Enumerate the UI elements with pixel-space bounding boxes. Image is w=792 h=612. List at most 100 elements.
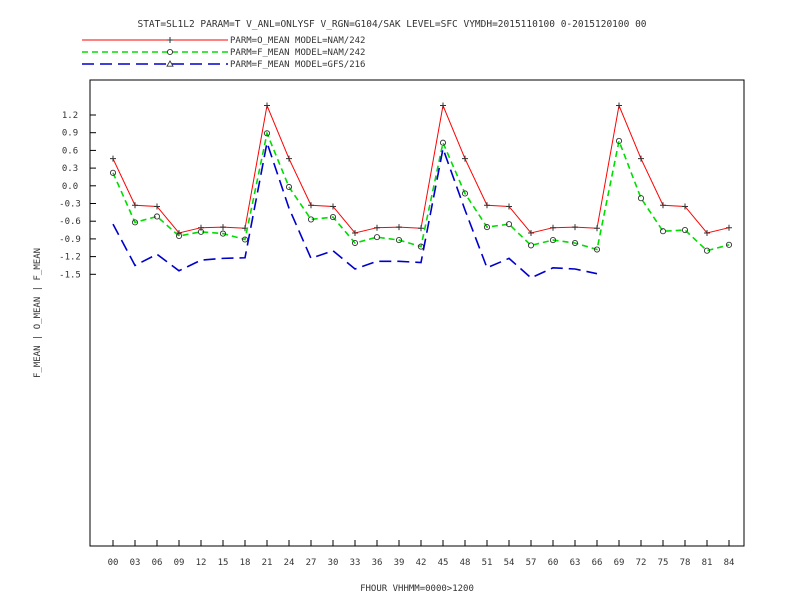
data-point [571, 239, 579, 247]
x-tick-label: 18 [240, 558, 251, 568]
data-point [351, 239, 359, 247]
x-axis-label: FHOUR VHHMM=0000>1200 [360, 584, 474, 594]
data-point [725, 241, 733, 248]
x-tick-label: 69 [614, 558, 625, 568]
x-tick-label: 42 [416, 558, 427, 568]
y-tick-label: 0.6 [62, 146, 78, 156]
y-tick-label: 0.9 [62, 129, 78, 139]
legend-entry: PARM=F_MEAN MODEL=GFS/216 [82, 60, 365, 70]
data-point [395, 237, 403, 244]
data-point [505, 221, 513, 228]
data-point [154, 203, 160, 210]
data-point [527, 242, 535, 249]
data-point [462, 155, 468, 162]
data-point [703, 247, 711, 254]
data-point [308, 202, 314, 209]
series-line [112, 103, 730, 234]
data-point [110, 155, 116, 162]
plot-frame [89, 79, 745, 547]
y-axis: 1.2 0.9 0.6 0.3 0.0 -0.3 -0.6 -0.9 -1.2 -1.5 [59, 111, 96, 280]
data-point [153, 213, 161, 220]
y-tick-label: -1.5 [59, 270, 81, 280]
x-tick-label: 09 [174, 558, 185, 568]
x-tick-label: 78 [680, 558, 691, 568]
y-tick-label: -0.9 [59, 235, 81, 245]
data-point [330, 203, 336, 210]
data-point [264, 102, 270, 109]
data-point [704, 230, 710, 236]
x-tick-label: 51 [482, 558, 493, 568]
legend-label: PARM=F_MEAN MODEL=NAM/242 [230, 48, 365, 58]
series-3 [112, 139, 598, 279]
data-point [461, 190, 469, 197]
data-point [572, 224, 578, 231]
x-tick-label: 06 [152, 558, 163, 568]
data-point [637, 195, 645, 202]
x-tick-label: 03 [130, 558, 141, 568]
data-point [197, 228, 205, 235]
y-tick-label: -0.6 [59, 217, 81, 227]
data-point [241, 236, 249, 243]
y-tick-label: -0.3 [59, 200, 81, 210]
data-point [285, 183, 293, 191]
y-tick-label: 0.3 [62, 164, 78, 174]
data-point [549, 237, 557, 244]
data-point [726, 224, 732, 231]
x-tick-label: 39 [394, 558, 405, 568]
data-point [352, 230, 358, 236]
legend-entry: PARM=O_MEAN MODEL=NAM/242 [82, 36, 365, 46]
data-point [594, 225, 600, 232]
legend: PARM=O_MEAN MODEL=NAM/242 PARM=F_MEAN MOD… [82, 36, 365, 70]
data-point [682, 203, 688, 210]
x-tick-label: 81 [702, 558, 713, 568]
data-point [374, 224, 380, 231]
data-point [329, 214, 337, 221]
x-tick-label: 57 [526, 558, 537, 568]
data-point [307, 216, 315, 223]
x-tick-label: 30 [328, 558, 339, 568]
data-point [373, 234, 381, 241]
data-point [439, 139, 447, 146]
x-tick-label: 27 [306, 558, 317, 568]
y-tick-label: 1.2 [62, 111, 78, 121]
data-point [681, 226, 689, 234]
x-tick-label: 60 [548, 558, 559, 568]
data-point [659, 228, 667, 235]
data-point [615, 137, 623, 145]
data-point [263, 130, 271, 137]
legend-marker [166, 60, 174, 67]
data-point [109, 169, 117, 176]
x-tick-label: 48 [460, 558, 471, 568]
x-tick-label: 54 [504, 558, 515, 568]
x-tick-label: 12 [196, 558, 207, 568]
series-1 [110, 102, 732, 236]
x-tick-label: 00 [108, 558, 119, 568]
legend-entry: PARM=F_MEAN MODEL=NAM/242 [82, 48, 365, 58]
legend-label: PARM=O_MEAN MODEL=NAM/242 [230, 36, 365, 46]
series-2 [109, 130, 733, 254]
x-tick-label: 36 [372, 558, 383, 568]
data-point [440, 102, 446, 109]
data-point [131, 219, 139, 226]
x-tick-label: 66 [592, 558, 603, 568]
x-tick-label: 24 [284, 558, 295, 568]
x-tick-label: 63 [570, 558, 581, 568]
data-point [550, 224, 556, 231]
data-point [219, 230, 227, 237]
data-point [638, 155, 644, 162]
data-point [418, 225, 424, 232]
data-point [616, 102, 622, 109]
x-tick-label: 72 [636, 558, 647, 568]
chart-title: STAT=SL1L2 PARAM=T V_ANL=ONLYSF V_RGN=G1… [137, 19, 646, 30]
series-layer [109, 102, 733, 279]
data-point [483, 224, 491, 231]
x-tick-label: 15 [218, 558, 229, 568]
data-point [286, 155, 292, 162]
series-line [112, 139, 598, 279]
data-point [484, 202, 490, 209]
data-point [528, 230, 534, 236]
x-tick-label: 45 [438, 558, 449, 568]
data-point [660, 202, 666, 209]
legend-marker [167, 37, 173, 43]
